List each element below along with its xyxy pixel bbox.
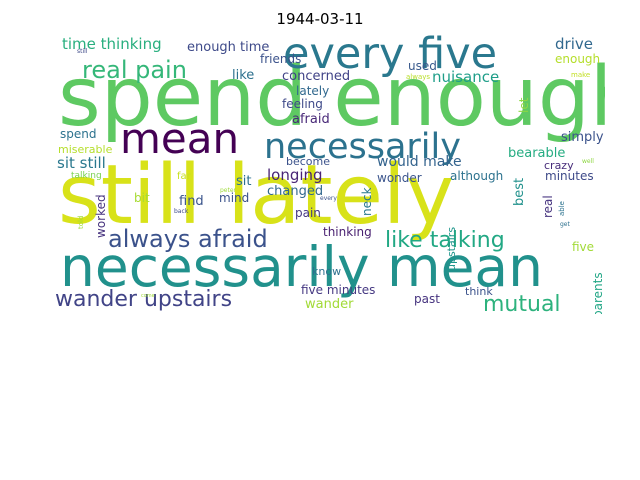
cloud-word: sit xyxy=(236,174,251,189)
cloud-word: real xyxy=(541,195,555,218)
cloud-word: feeling xyxy=(282,97,323,111)
cloud-word: always afraid xyxy=(108,225,268,253)
cloud-word: lately xyxy=(296,84,329,98)
cloud-word: five minutes xyxy=(301,283,375,297)
cloud-word: wonder xyxy=(377,171,422,185)
cloud-word: worked xyxy=(94,194,108,238)
cloud-word: always xyxy=(406,73,430,81)
cloud-word: get xyxy=(560,221,571,228)
cloud-word: enough xyxy=(555,52,600,66)
cloud-word: nuisance xyxy=(432,68,499,86)
cloud-word: sit still xyxy=(57,154,106,172)
cloud-word: know xyxy=(312,265,341,278)
cloud-word: able xyxy=(558,201,566,216)
cloud-word: necessarily xyxy=(264,127,461,167)
cloud-word: minutes xyxy=(545,169,594,183)
cloud-word: like xyxy=(232,68,254,83)
cloud-word: real pain xyxy=(82,56,187,84)
cloud-word: talking xyxy=(71,171,102,181)
chart-title: 1944-03-11 xyxy=(276,10,364,28)
cloud-word: back xyxy=(174,208,189,215)
cloud-word: every xyxy=(320,195,337,202)
cloud-word: miserable xyxy=(58,143,113,156)
cloud-word: mutual xyxy=(483,292,561,314)
cloud-word: like talking xyxy=(385,228,505,253)
cloud-word: bit xyxy=(134,191,150,205)
cloud-word: become xyxy=(286,155,330,168)
cloud-word: still lately xyxy=(58,148,454,243)
cloud-word: pain xyxy=(295,206,321,220)
cloud-word: time thinking xyxy=(62,35,162,53)
cloud-word: come xyxy=(141,293,155,299)
cloud-word: bearable xyxy=(508,146,565,161)
cloud-word: five xyxy=(572,240,594,254)
cloud-word: parents xyxy=(591,272,605,314)
cloud-word: find xyxy=(179,194,204,209)
cloud-word: mind xyxy=(219,191,249,205)
cloud-word: well xyxy=(582,158,594,165)
cloud-word: every five xyxy=(283,33,497,79)
cloud-word: mean xyxy=(120,114,239,163)
cloud-word: changed xyxy=(267,184,323,199)
cloud-word: wander upstairs xyxy=(55,287,232,312)
cloud-word: neck xyxy=(360,187,374,216)
cloud-word: necessarily mean xyxy=(60,235,543,299)
cloud-word: still xyxy=(77,48,88,55)
cloud-word: longing xyxy=(267,166,323,184)
cloud-word: wander xyxy=(305,297,354,312)
cloud-word: crazy xyxy=(544,159,574,172)
cloud-word: peter xyxy=(220,187,237,194)
cloud-word: spend xyxy=(60,127,96,141)
cloud-word: enough time xyxy=(187,40,269,55)
cloud-word: upstairs xyxy=(445,227,458,271)
cloud-word: used xyxy=(408,59,437,73)
cloud-word: friends xyxy=(260,52,301,66)
cloud-word: although xyxy=(450,169,503,183)
cloud-word: think xyxy=(465,285,493,298)
cloud-word: past xyxy=(414,292,440,306)
cloud-word: make xyxy=(571,71,590,79)
cloud-word: would make xyxy=(377,154,462,170)
cloud-word: best xyxy=(512,178,527,206)
word-cloud: spend enough still lately necessarily mean… xyxy=(55,33,605,314)
cloud-word: spend enough xyxy=(58,50,605,145)
cloud-word: thinking xyxy=(323,225,372,239)
cloud-word: told xyxy=(77,216,85,229)
cloud-word: simply xyxy=(561,130,604,145)
cloud-word: afraid xyxy=(292,112,330,127)
cloud-word: concerned xyxy=(282,69,350,84)
cloud-word: drive xyxy=(555,35,593,53)
cloud-word: far xyxy=(177,171,192,182)
cloud-word: let xyxy=(517,97,531,113)
